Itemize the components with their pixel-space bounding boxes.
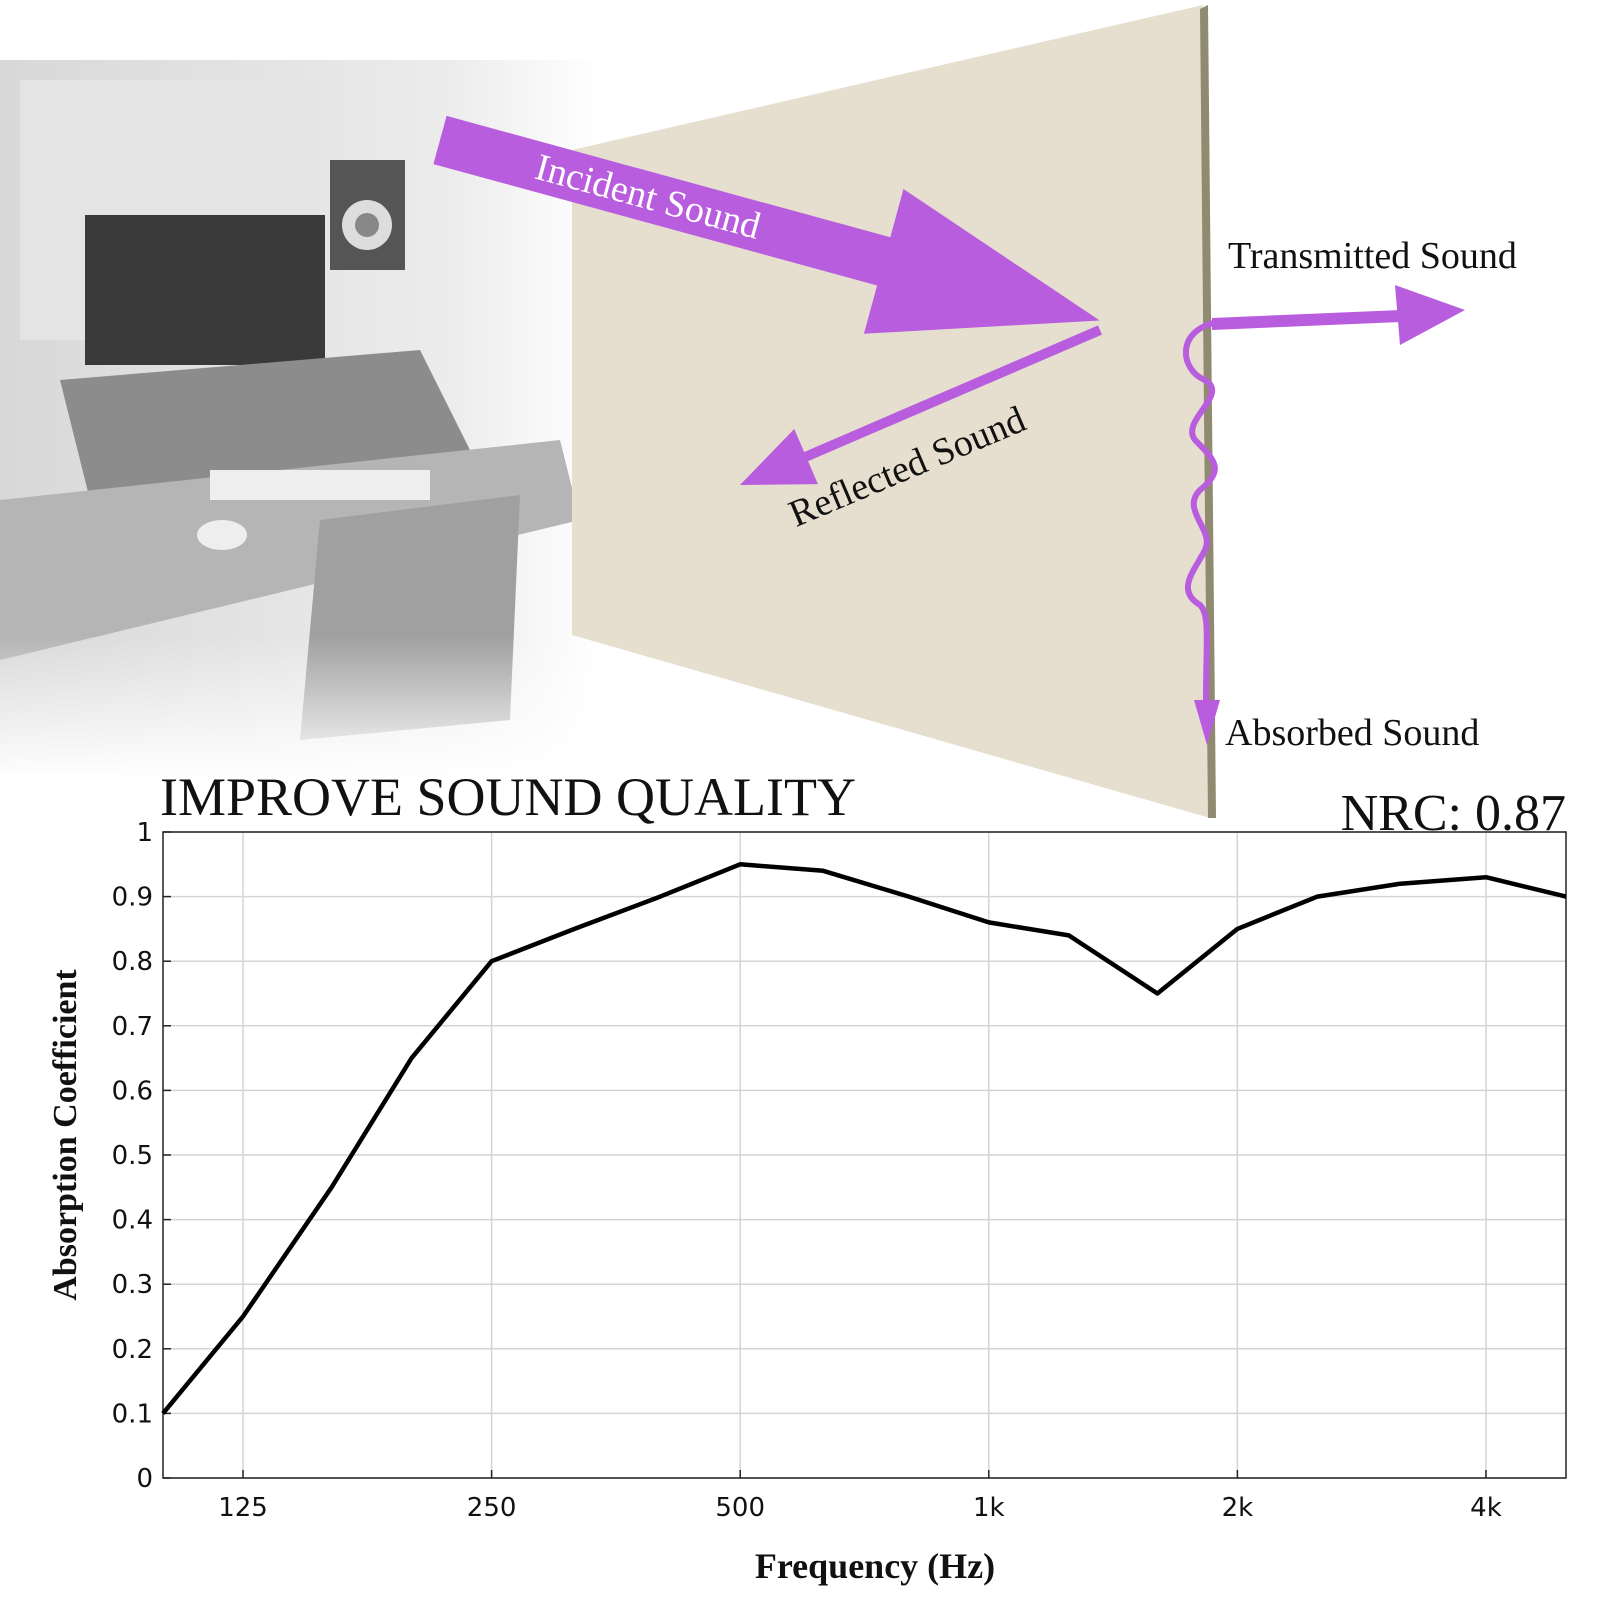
y-tick-label: 0.9 <box>112 883 153 913</box>
x-tick-label: 4k <box>1470 1493 1502 1523</box>
y-tick-label: 0.5 <box>112 1141 153 1171</box>
x-tick-label: 2k <box>1222 1493 1254 1523</box>
y-tick-label: 0 <box>136 1464 153 1494</box>
y-axis-label: Absorption Coefficient <box>47 969 84 1301</box>
y-tick-label: 0.6 <box>112 1076 153 1106</box>
x-axis-label: Frequency (Hz) <box>755 1546 995 1586</box>
absorbed-head <box>1194 700 1220 745</box>
data-line <box>161 862 1567 1415</box>
reflected-arrow <box>739 325 1102 486</box>
y-tick-label: 0.3 <box>112 1270 153 1300</box>
y-tick-label: 0.8 <box>112 947 153 977</box>
acoustic-panel <box>572 5 1210 818</box>
y-tick-label: 0.4 <box>112 1206 153 1236</box>
y-tick-label: 0.7 <box>112 1012 153 1042</box>
x-tick-label: 1k <box>973 1493 1005 1523</box>
y-tick-label: 1 <box>136 818 153 848</box>
chart-title: IMPROVE SOUND QUALITY <box>160 767 856 827</box>
transmitted-label: Transmitted Sound <box>1228 235 1517 277</box>
absorbed-label: Absorbed Sound <box>1225 712 1479 754</box>
x-tick-label: 125 <box>218 1493 268 1523</box>
x-tick-label: 500 <box>715 1493 765 1523</box>
x-tick-label: 250 <box>467 1493 517 1523</box>
absorbed-arrow <box>1182 319 1219 701</box>
plot-frame <box>162 831 1567 1479</box>
y-tick-label: 0.2 <box>112 1335 153 1365</box>
panel-edge <box>1200 5 1216 818</box>
transmitted-arrow <box>1212 285 1465 345</box>
y-tick-label: 0.1 <box>112 1399 153 1429</box>
